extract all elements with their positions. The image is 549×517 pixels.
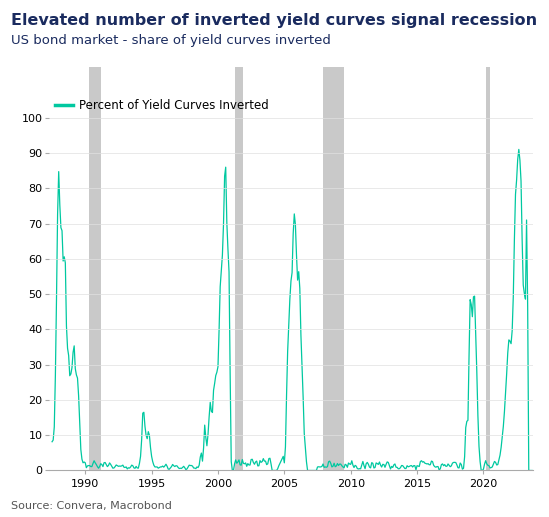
- Bar: [486, 67, 490, 470]
- Bar: [323, 67, 344, 470]
- Bar: [89, 67, 101, 470]
- Legend: Percent of Yield Curves Inverted: Percent of Yield Curves Inverted: [55, 99, 268, 112]
- Bar: [234, 67, 243, 470]
- Text: US bond market - share of yield curves inverted: US bond market - share of yield curves i…: [11, 34, 331, 47]
- Text: Elevated number of inverted yield curves signal recession: Elevated number of inverted yield curves…: [11, 13, 537, 28]
- Text: Source: Convera, Macrobond: Source: Convera, Macrobond: [11, 501, 172, 511]
